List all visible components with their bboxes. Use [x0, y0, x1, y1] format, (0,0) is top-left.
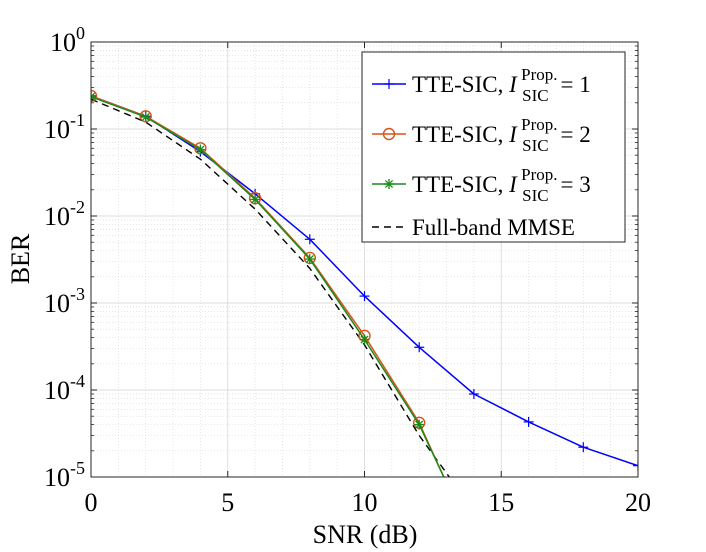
series-line: [91, 95, 445, 477]
star-marker: [414, 419, 425, 430]
star-marker: [359, 334, 370, 345]
series-line: [91, 98, 450, 477]
legend-label: TTE-SIC, I: [412, 122, 518, 147]
star-marker: [195, 144, 206, 155]
legend-item-4: Full-band MMSE: [372, 215, 575, 240]
legend-label-suffix: = 3: [560, 172, 590, 197]
y-tick-exponent: 0: [76, 23, 85, 43]
y-tick-exponent: -2: [70, 197, 85, 217]
y-tick-exponent: -1: [70, 110, 85, 130]
y-tick-label: 10-4: [44, 371, 85, 405]
legend-label-text: TTE-SIC,: [412, 72, 509, 97]
legend-label-suffix: = 2: [560, 122, 590, 147]
y-tick-label: 10-5: [44, 458, 85, 492]
series-4: [91, 98, 450, 477]
legend-item-1: TTE-SIC, I Prop. SIC = 1: [372, 65, 591, 105]
star-marker: [384, 179, 394, 189]
star-marker: [91, 91, 96, 102]
legend-label-superscript: Prop.: [521, 65, 557, 84]
legend-label-text: TTE-SIC,: [412, 122, 509, 147]
x-tick-label: 0: [85, 488, 98, 517]
legend-label: TTE-SIC, I: [412, 72, 518, 97]
legend-item-3: TTE-SIC, I Prop. SIC = 3: [372, 165, 591, 205]
legend-label-superscript: Prop.: [521, 115, 557, 134]
legend-label-superscript: Prop.: [521, 165, 557, 184]
plus-marker: [578, 442, 589, 453]
y-tick-label: 100: [50, 23, 85, 57]
legend-item-2: TTE-SIC, I Prop. SIC = 2: [372, 115, 591, 155]
x-tick-label: 15: [488, 488, 514, 517]
plus-marker: [359, 291, 370, 302]
y-tick-exponent: -5: [70, 458, 85, 478]
axis-ticks: [90, 41, 639, 478]
x-tick-label: 10: [352, 488, 378, 517]
y-tick-exponent: -4: [70, 371, 85, 391]
plus-marker: [468, 388, 479, 399]
circle-marker: [382, 127, 396, 141]
y-tick-base: 10: [44, 289, 70, 318]
x-tick-label: 5: [221, 488, 234, 517]
legend-label: Full-band MMSE: [412, 215, 575, 240]
legend-label-subscript: SIC: [522, 86, 548, 105]
plus-marker: [91, 90, 96, 101]
legend-label-variable: I: [508, 72, 518, 97]
plus-marker: [414, 342, 425, 353]
legend-label-subscript: SIC: [522, 186, 548, 205]
plus-marker: [304, 234, 315, 245]
x-axis-label: SNR (dB): [313, 520, 418, 549]
x-tick-label: 20: [625, 488, 651, 517]
series-line: [91, 95, 445, 477]
plus-marker: [384, 79, 394, 89]
y-tick-base: 10: [50, 28, 76, 57]
y-tick-base: 10: [44, 202, 70, 231]
star-marker: [304, 254, 315, 265]
y-tick-label: 10-3: [44, 284, 85, 318]
legend-label-text: TTE-SIC,: [412, 172, 509, 197]
legend-label-variable: I: [508, 172, 518, 197]
star-marker: [140, 112, 151, 123]
y-tick-base: 10: [44, 115, 70, 144]
y-tick-base: 10: [44, 463, 70, 492]
y-tick-base: 10: [44, 376, 70, 405]
y-tick-label: 10-2: [44, 197, 85, 231]
y-axis-label: BER: [6, 233, 35, 284]
y-tick-exponent: -3: [70, 284, 85, 304]
x-tick-labels: 0 5 10 15 20: [85, 488, 652, 517]
legend-label-text: Full-band MMSE: [412, 215, 575, 240]
series-layer: [91, 89, 638, 477]
legend-label-subscript: SIC: [522, 136, 548, 155]
y-tick-label: 10-1: [44, 110, 85, 144]
legend-label: TTE-SIC, I: [412, 172, 518, 197]
plus-marker: [523, 416, 534, 427]
circle-marker: [91, 89, 98, 103]
legend-label-variable: I: [508, 122, 518, 147]
plus-marker: [633, 460, 638, 471]
series-3: [91, 91, 445, 477]
legend-label-suffix: = 1: [560, 72, 590, 97]
star-marker: [250, 194, 261, 205]
